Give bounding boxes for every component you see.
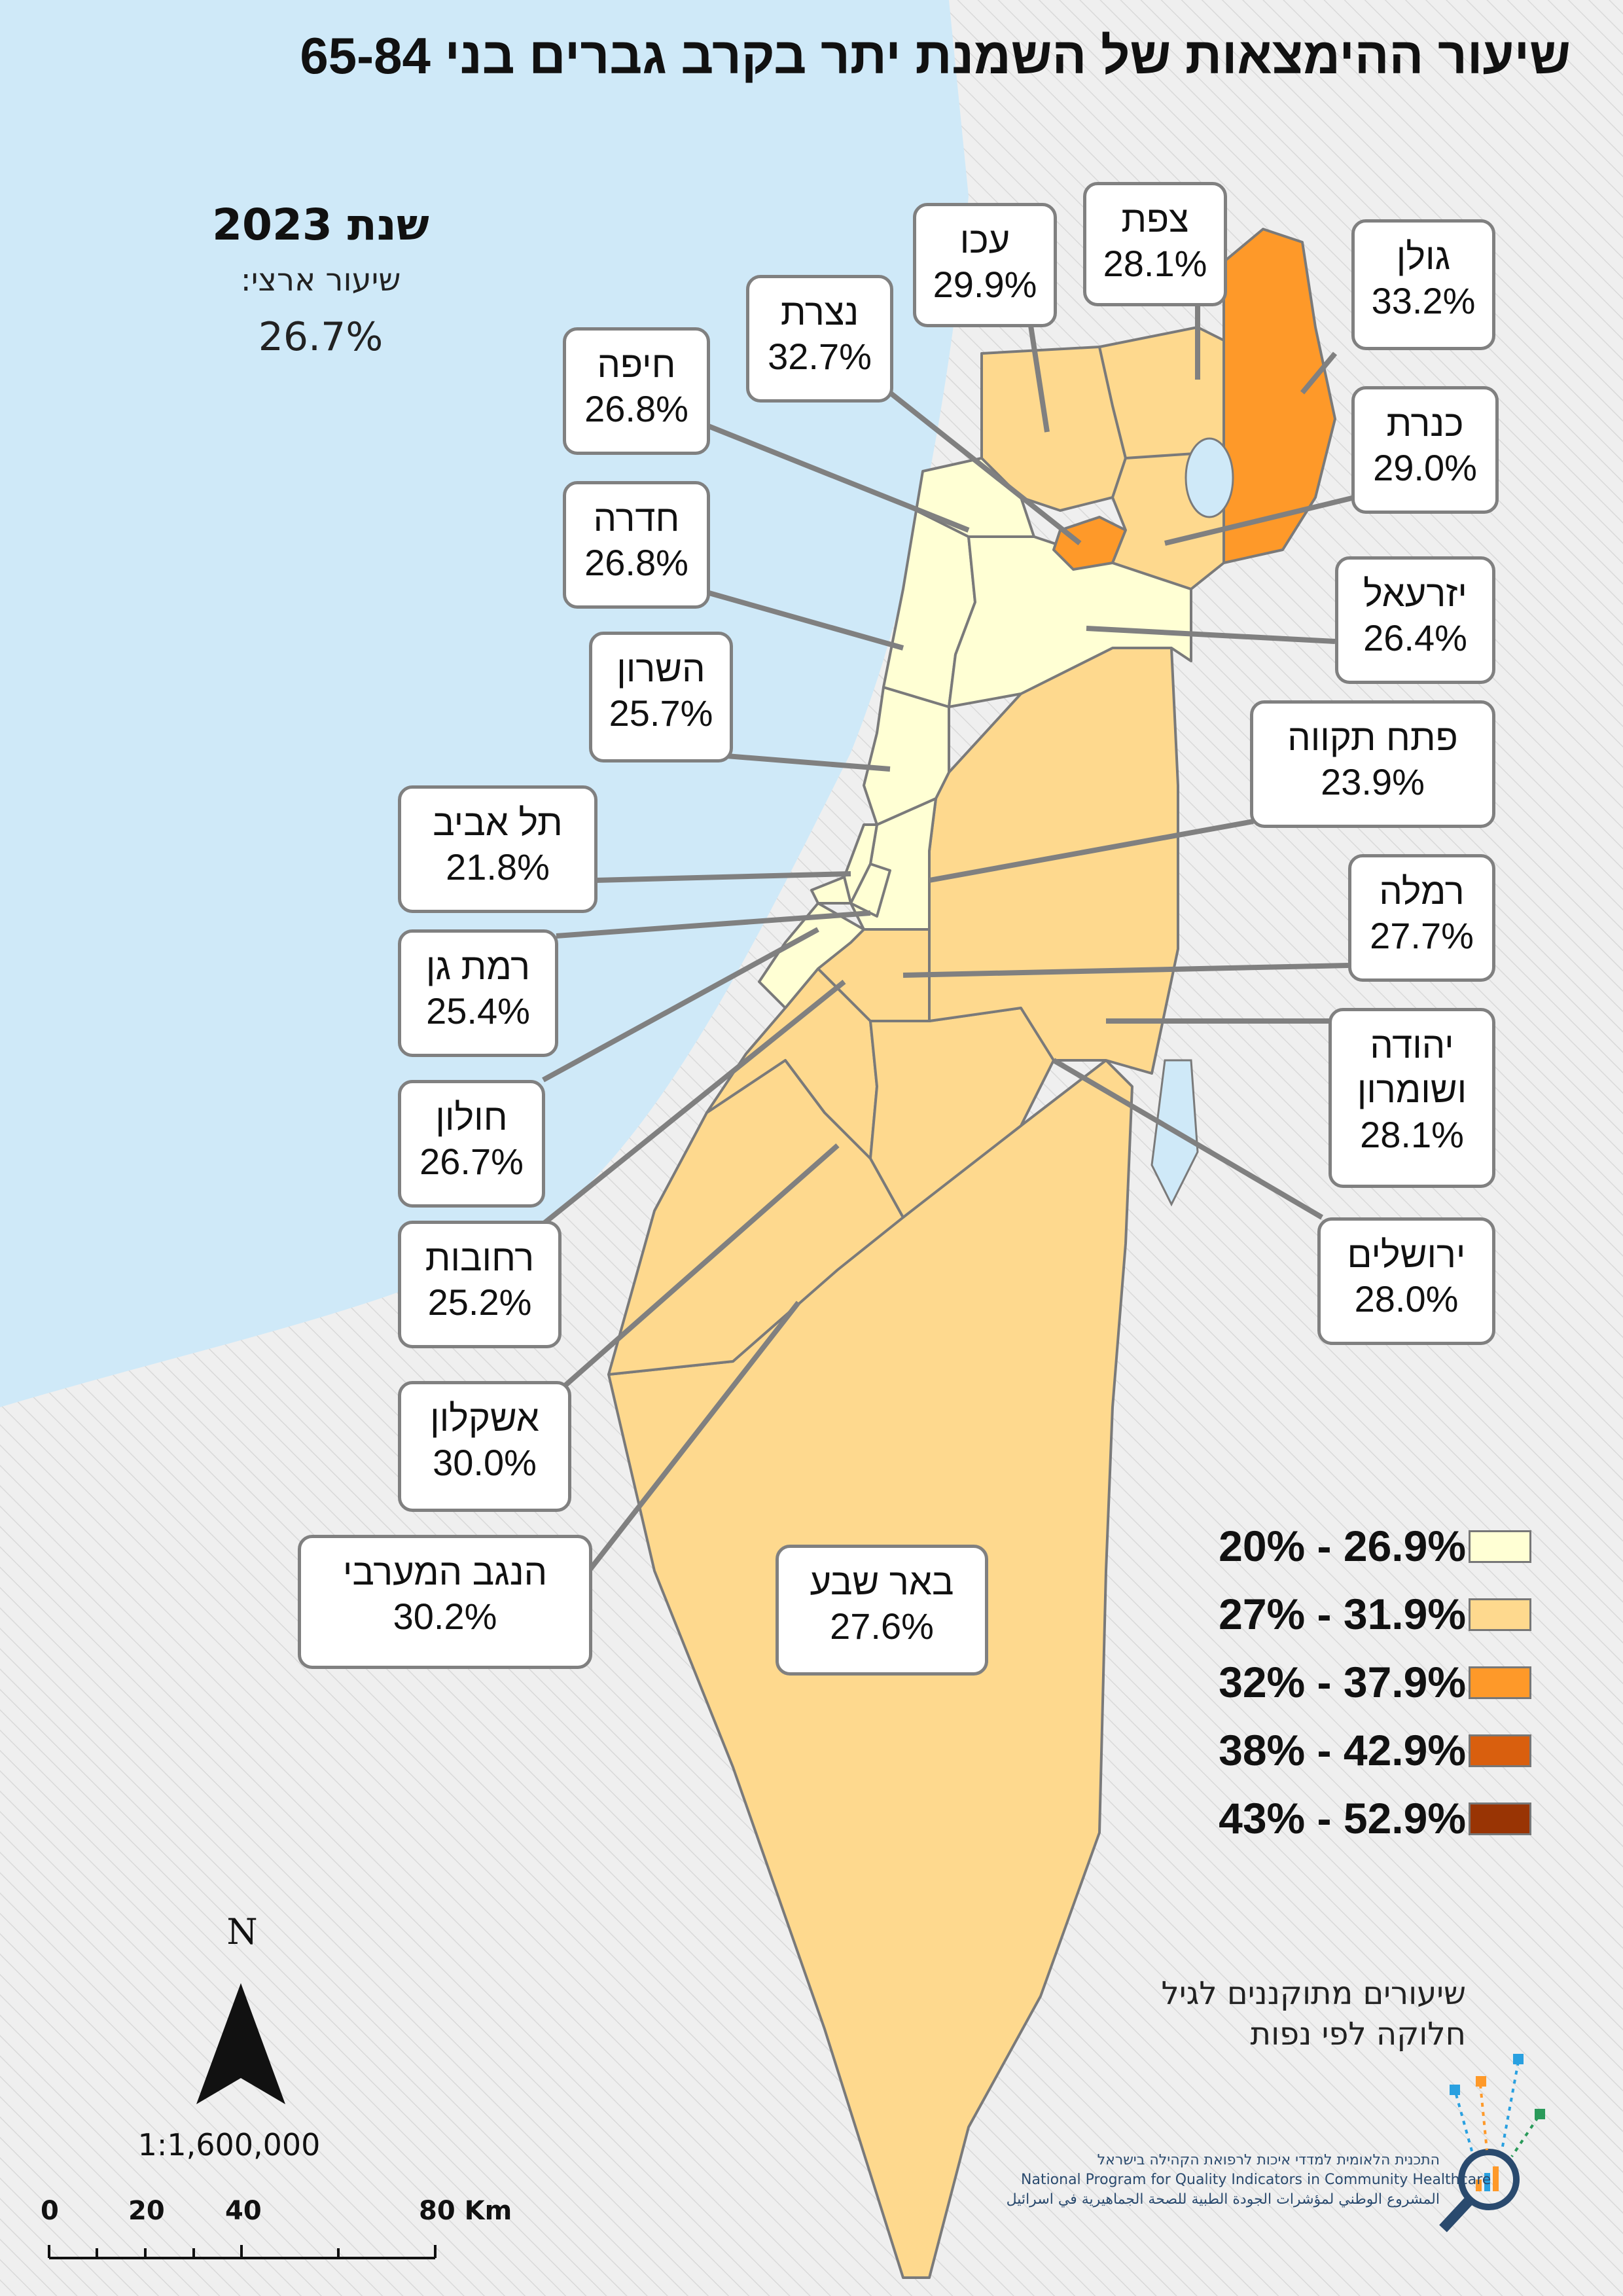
legend-swatch	[1469, 1666, 1531, 1699]
north-arrow-icon	[196, 1983, 285, 2104]
scale-tick-40: 40	[225, 2196, 262, 2226]
label-tel-aviv[interactable]: תל אביב 21.8%	[398, 785, 597, 913]
logo-text-hebrew: התכנית הלאומית למדדי איכות לרפואת הקהילה…	[1097, 2152, 1440, 2168]
scale-tick-0: 0	[41, 2196, 59, 2226]
region-name: יהודה ושומרון	[1357, 1024, 1467, 1111]
label-golan[interactable]: גולן 33.2%	[1351, 219, 1495, 350]
legend-item: 20% - 26.9%	[1113, 1518, 1558, 1571]
label-western-negev[interactable]: הנגב המערבי 30.2%	[298, 1535, 592, 1669]
label-kinneret[interactable]: כנרת 29.0%	[1351, 386, 1499, 514]
scale-tick-80: 80 Km	[419, 2196, 512, 2226]
region-name: חדרה	[593, 497, 680, 539]
region-value: 26.8%	[584, 388, 688, 430]
region-sharon[interactable]	[863, 686, 950, 826]
region-ramat-gan[interactable]	[849, 863, 891, 918]
region-holon[interactable]	[810, 876, 852, 905]
national-rate-label: שיעור ארצי:	[240, 262, 401, 298]
label-haifa[interactable]: חיפה 26.8%	[563, 327, 710, 455]
legend-swatch	[1469, 1803, 1531, 1835]
region-value: 26.7%	[419, 1141, 524, 1183]
label-ashkelon[interactable]: אשקלון 30.0%	[398, 1381, 571, 1512]
legend-item: 38% - 42.9%	[1113, 1723, 1558, 1775]
region-name: אשקלון	[430, 1397, 539, 1439]
region-name: גולן	[1396, 236, 1451, 277]
label-rehovot[interactable]: רחובות 25.2%	[398, 1221, 562, 1348]
label-ramla[interactable]: רמלה 27.7%	[1348, 854, 1495, 982]
region-name: כנרת	[1386, 403, 1464, 444]
scale-bar	[48, 2245, 437, 2259]
logo-text-english: National Program for Quality Indicators …	[1021, 2172, 1491, 2188]
region-name: רחובות	[425, 1237, 535, 1278]
leader-lines	[541, 301, 1355, 1573]
legend-swatch	[1469, 1530, 1531, 1563]
region-value: 26.4%	[1363, 617, 1467, 659]
note-line-1: שיעורים מתוקננים לגיל	[1161, 1975, 1466, 2012]
note-line-2: חלוקה לפי נפות	[1250, 2016, 1466, 2053]
legend-label: 27% - 31.9%	[1219, 1590, 1466, 1638]
year-label: שנת 2023	[212, 200, 429, 250]
region-name: צפת	[1121, 198, 1189, 240]
map-title: שיעור ההימצאות של השמנת יתר בקרב גברים ב…	[300, 27, 1571, 84]
legend-item: 27% - 31.9%	[1113, 1587, 1558, 1639]
legend-label: 20% - 26.9%	[1219, 1522, 1466, 1570]
logo-magnifier-icon	[1439, 2054, 1545, 2233]
region-value: 23.9%	[1321, 761, 1425, 803]
region-value: 25.2%	[427, 1282, 532, 1323]
region-value: 28.1%	[1103, 243, 1207, 285]
region-value: 29.0%	[1373, 447, 1477, 489]
label-safed[interactable]: צפת 28.1%	[1083, 182, 1227, 306]
region-name: רמת גן	[425, 946, 531, 987]
region-value: 25.4%	[426, 990, 530, 1032]
label-petah-tikva[interactable]: פתח תקווה 23.9%	[1250, 700, 1495, 828]
region-name: יזרעאל	[1363, 573, 1467, 614]
region-name: נצרת	[780, 291, 859, 332]
region-value: 32.7%	[768, 336, 872, 378]
label-ramat-gan[interactable]: רמת גן 25.4%	[398, 929, 558, 1057]
legend-item: 32% - 37.9%	[1113, 1655, 1558, 1707]
region-name: חיפה	[597, 344, 676, 385]
region-name: עכו	[959, 219, 1010, 260]
label-nazareth[interactable]: נצרת 32.7%	[746, 275, 893, 403]
scale-tick-20: 20	[128, 2196, 165, 2226]
north-label: N	[226, 1911, 258, 1952]
region-value: 26.8%	[584, 542, 688, 584]
region-name: חולון	[435, 1096, 508, 1138]
region-name: הנגב המערבי	[342, 1551, 548, 1592]
region-value: 28.0%	[1354, 1278, 1459, 1320]
national-rate-value: 26.7%	[258, 314, 383, 360]
label-jerusalem[interactable]: ירושלים 28.0%	[1317, 1217, 1495, 1345]
region-value: 30.2%	[393, 1596, 497, 1638]
region-name: תל אביב	[433, 802, 563, 843]
region-name: השרון	[616, 648, 705, 689]
label-sharon[interactable]: השרון 25.7%	[589, 632, 733, 762]
label-akko[interactable]: עכו 29.9%	[913, 203, 1057, 327]
label-hadera[interactable]: חדרה 26.8%	[563, 481, 710, 609]
legend-label: 43% - 52.9%	[1219, 1794, 1466, 1842]
region-name: באר שבע	[810, 1561, 954, 1602]
sea-of-galilee	[1185, 437, 1234, 518]
label-beer-sheva[interactable]: באר שבע 27.6%	[776, 1545, 988, 1676]
scale-ratio: 1:1,600,000	[137, 2127, 321, 2162]
region-name: פתח תקווה	[1287, 717, 1458, 758]
region-value: 21.8%	[446, 846, 550, 888]
logo-text-arabic: المشروع الوطني لمؤشرات الجودة الطبية للص…	[1006, 2191, 1440, 2208]
region-value: 28.1%	[1360, 1113, 1464, 1155]
label-judea-samaria[interactable]: יהודה ושומרון 28.1%	[1329, 1008, 1495, 1188]
region-value: 25.7%	[609, 692, 713, 734]
label-holon[interactable]: חולון 26.7%	[398, 1080, 545, 1208]
legend-swatch	[1469, 1598, 1531, 1631]
region-value: 30.0%	[433, 1442, 537, 1484]
region-value: 33.2%	[1371, 280, 1476, 322]
region-name: ירושלים	[1347, 1234, 1466, 1275]
legend-label: 38% - 42.9%	[1219, 1726, 1466, 1774]
region-value: 29.9%	[933, 264, 1037, 306]
legend-label: 32% - 37.9%	[1219, 1658, 1466, 1706]
region-name: רמלה	[1379, 870, 1465, 912]
methodology-note: שיעורים מתוקננים לגיל חלוקה לפי נפות	[982, 1973, 1466, 2055]
label-jezreel[interactable]: יזרעאל 26.4%	[1335, 556, 1495, 684]
region-value: 27.7%	[1370, 915, 1474, 957]
legend-item: 43% - 52.9%	[1113, 1791, 1558, 1843]
legend-swatch	[1469, 1734, 1531, 1767]
region-value: 27.6%	[830, 1605, 934, 1647]
